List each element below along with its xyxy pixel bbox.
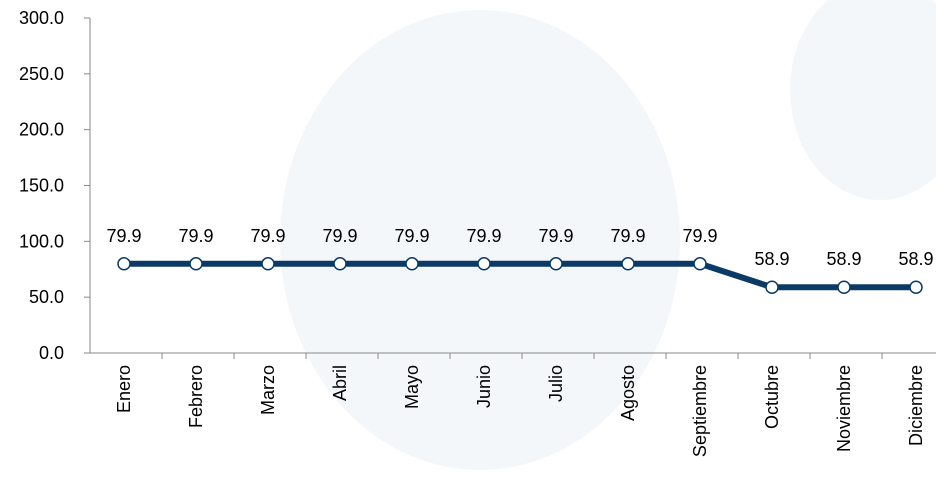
x-tick-label: Octubre <box>762 365 782 429</box>
marker <box>406 258 418 270</box>
data-label: 79.9 <box>466 226 501 246</box>
y-tick-label: 300.0 <box>19 8 64 28</box>
marker <box>622 258 634 270</box>
x-tick-label: Abril <box>330 365 350 401</box>
marker <box>478 258 490 270</box>
data-label: 79.9 <box>682 226 717 246</box>
x-tick-label-group: Diciembre <box>906 365 926 446</box>
y-tick-label: 0.0 <box>39 343 64 363</box>
data-label: 79.9 <box>610 226 645 246</box>
data-label: 79.9 <box>106 226 141 246</box>
y-tick-label: 150.0 <box>19 176 64 196</box>
x-tick-label-group: Septiembre <box>690 365 710 457</box>
marker <box>262 258 274 270</box>
data-label: 58.9 <box>826 249 861 269</box>
data-label: 58.9 <box>898 249 933 269</box>
marker <box>766 281 778 293</box>
x-tick-label: Diciembre <box>906 365 926 446</box>
x-tick-label-group: Julio <box>546 365 566 402</box>
chart: 0.0 50.0 100.0 150.0 200.0 250.0 300.0 Enero Feb… <box>0 0 936 478</box>
x-tick-label-group: Febrero <box>186 365 206 428</box>
x-tick-label-group: Marzo <box>258 365 278 415</box>
marker <box>334 258 346 270</box>
x-tick-label: Enero <box>114 365 134 413</box>
y-tick-label: 50.0 <box>29 287 64 307</box>
x-tick-label-group: Mayo <box>402 365 422 409</box>
x-tick-label-group: Octubre <box>762 365 782 429</box>
marker <box>190 258 202 270</box>
x-tick-label: Agosto <box>618 365 638 421</box>
x-tick-label: Septiembre <box>690 365 710 457</box>
x-tick-label: Julio <box>546 365 566 402</box>
data-label: 79.9 <box>394 226 429 246</box>
x-tick-label: Marzo <box>258 365 278 415</box>
y-tick-label: 250.0 <box>19 64 64 84</box>
data-label: 79.9 <box>178 226 213 246</box>
x-tick-label-group: Noviembre <box>834 365 854 452</box>
x-tick-label-group: Abril <box>330 365 350 401</box>
x-tick-label-group: Junio <box>474 365 494 408</box>
data-label: 79.9 <box>322 226 357 246</box>
marker <box>694 258 706 270</box>
marker <box>550 258 562 270</box>
marker <box>118 258 130 270</box>
data-label: 58.9 <box>754 249 789 269</box>
x-tick-label-group: Enero <box>114 365 134 413</box>
y-tick-label: 200.0 <box>19 120 64 140</box>
data-label: 79.9 <box>250 226 285 246</box>
data-label: 79.9 <box>538 226 573 246</box>
marker <box>838 281 850 293</box>
x-tick-label: Noviembre <box>834 365 854 452</box>
x-tick-label: Junio <box>474 365 494 408</box>
y-tick-label: 100.0 <box>19 231 64 251</box>
x-tick-label: Febrero <box>186 365 206 428</box>
x-tick-label-group: Agosto <box>618 365 638 421</box>
marker <box>910 281 922 293</box>
x-tick-label: Mayo <box>402 365 422 409</box>
